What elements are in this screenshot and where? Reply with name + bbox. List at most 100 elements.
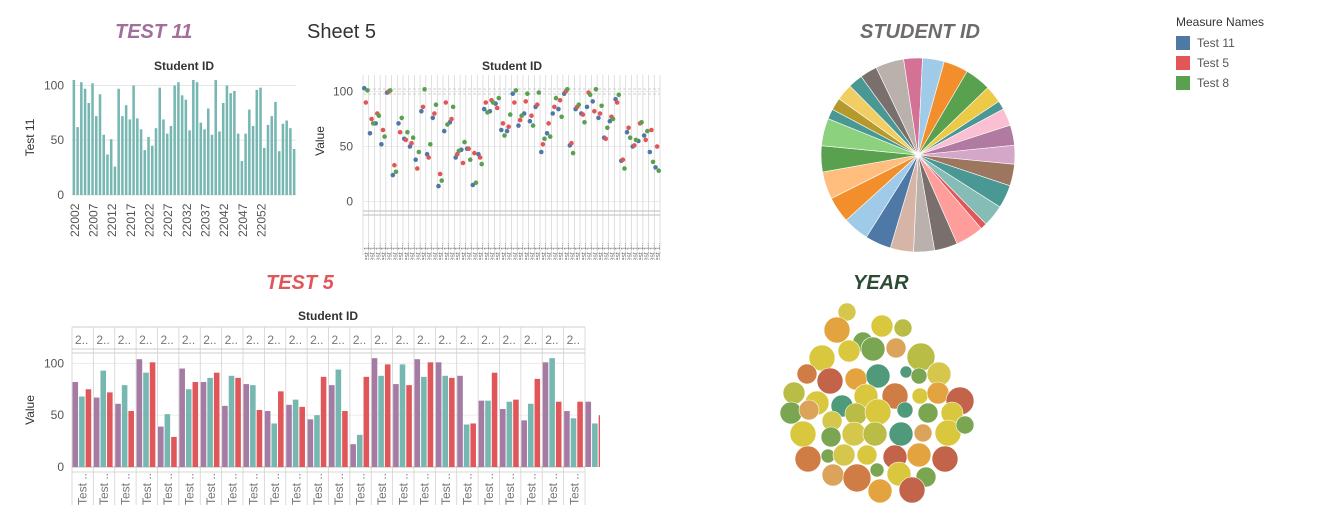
y-tick-label: 100 bbox=[44, 356, 64, 370]
x-tick-label: Test 1.. bbox=[427, 242, 434, 260]
x-tick-label: Test 1.. bbox=[484, 242, 491, 260]
bar bbox=[449, 377, 455, 467]
legend-label: Test 11 bbox=[1197, 36, 1235, 50]
bar bbox=[266, 124, 270, 195]
data-point bbox=[393, 169, 399, 175]
data-point bbox=[504, 128, 510, 134]
data-point bbox=[450, 104, 456, 110]
data-point bbox=[367, 131, 373, 136]
legend-item-test11[interactable]: Test 11 bbox=[1176, 33, 1264, 53]
x-tick-label: Test .. bbox=[567, 473, 581, 505]
data-point bbox=[409, 140, 414, 146]
x-tick-label: Test .. bbox=[76, 473, 90, 505]
bar bbox=[292, 399, 299, 467]
column-header: 2.. bbox=[353, 333, 366, 347]
bar bbox=[299, 406, 305, 467]
data-point bbox=[403, 137, 409, 143]
x-tick-label: Test 1.. bbox=[524, 242, 531, 260]
x-tick-label: Test 1.. bbox=[575, 242, 582, 260]
y-tick-label: 0 bbox=[57, 188, 64, 202]
data-point bbox=[485, 110, 490, 115]
bar bbox=[314, 415, 320, 467]
bar bbox=[171, 436, 177, 467]
data-point bbox=[437, 171, 443, 177]
bubble bbox=[906, 442, 932, 468]
bar bbox=[158, 87, 161, 195]
column-header: 2.. bbox=[96, 333, 109, 347]
x-tick-label: Test .. bbox=[204, 473, 218, 505]
data-point bbox=[557, 98, 563, 103]
x-tick-label: Test .. bbox=[546, 473, 560, 505]
bar bbox=[274, 101, 277, 195]
x-tick-label: Test 1.. bbox=[632, 242, 639, 260]
data-point bbox=[420, 104, 426, 110]
legend-item-test8[interactable]: Test 8 bbox=[1176, 73, 1264, 93]
bubble bbox=[910, 367, 928, 385]
bubble bbox=[798, 399, 820, 421]
data-point bbox=[627, 135, 633, 140]
data-point bbox=[597, 111, 603, 116]
bar bbox=[263, 147, 266, 195]
data-point bbox=[405, 129, 410, 135]
column-header: 2.. bbox=[161, 333, 174, 347]
x-tick-label: Test .. bbox=[289, 473, 303, 505]
column-header: 2.. bbox=[503, 333, 516, 347]
bar bbox=[200, 382, 207, 467]
bar bbox=[221, 103, 225, 195]
x-tick-label: Test 1.. bbox=[592, 242, 599, 260]
legend-item-test5[interactable]: Test 5 bbox=[1176, 53, 1264, 73]
bar bbox=[271, 423, 278, 467]
data-point bbox=[530, 123, 536, 128]
column-header: 2.. bbox=[246, 333, 259, 347]
x-tick-label: Test 1.. bbox=[467, 242, 474, 260]
bar bbox=[564, 411, 570, 467]
data-point bbox=[624, 129, 630, 135]
test11-bar-chart: Student ID Test 11 0 50 100 22002 22007 22012 22… bbox=[23, 59, 296, 237]
bubble bbox=[844, 402, 868, 426]
x-tick-label: Test .. bbox=[97, 473, 111, 505]
bar bbox=[384, 364, 391, 467]
bar bbox=[102, 134, 105, 195]
data-point bbox=[539, 149, 544, 155]
bar bbox=[109, 139, 113, 195]
bar bbox=[435, 362, 442, 467]
y-tick-label: 50 bbox=[340, 140, 354, 154]
data-point bbox=[569, 140, 574, 146]
bubble bbox=[867, 478, 893, 504]
bar bbox=[100, 370, 107, 467]
bar bbox=[213, 372, 220, 467]
bubble bbox=[862, 421, 888, 447]
year-title: YEAR bbox=[853, 272, 909, 294]
data-point bbox=[570, 150, 576, 156]
data-point bbox=[513, 88, 519, 93]
data-point bbox=[397, 129, 403, 135]
data-point bbox=[413, 157, 418, 162]
bar bbox=[229, 93, 232, 195]
data-point bbox=[472, 150, 477, 156]
data-point bbox=[605, 125, 610, 131]
column-header: 2.. bbox=[289, 333, 302, 347]
bar bbox=[534, 378, 541, 467]
bar bbox=[143, 372, 149, 467]
x-tick-label: 22017 bbox=[124, 203, 138, 237]
x-tick-label: Test 1.. bbox=[472, 242, 479, 260]
data-point bbox=[540, 142, 546, 147]
x-tick-label: Test .. bbox=[375, 473, 389, 505]
x-tick-label: Test 1.. bbox=[478, 242, 485, 260]
column-header: 2.. bbox=[460, 333, 473, 347]
x-tick-label: Test 1.. bbox=[404, 242, 411, 260]
data-point bbox=[590, 99, 596, 104]
bar bbox=[83, 88, 87, 195]
bubble bbox=[865, 363, 891, 389]
bar bbox=[154, 128, 158, 195]
x-tick-label: Test .. bbox=[354, 473, 368, 505]
test5-bar-chart: Student ID Value 0 50 100 2.. Test .. 2.. Test .… bbox=[23, 309, 600, 505]
bar bbox=[85, 389, 92, 467]
bubble bbox=[898, 476, 926, 504]
data-point bbox=[441, 128, 447, 134]
bubble bbox=[794, 445, 822, 473]
bubble bbox=[888, 421, 914, 447]
bar bbox=[457, 375, 463, 467]
data-point bbox=[653, 165, 658, 170]
data-point bbox=[470, 182, 476, 188]
